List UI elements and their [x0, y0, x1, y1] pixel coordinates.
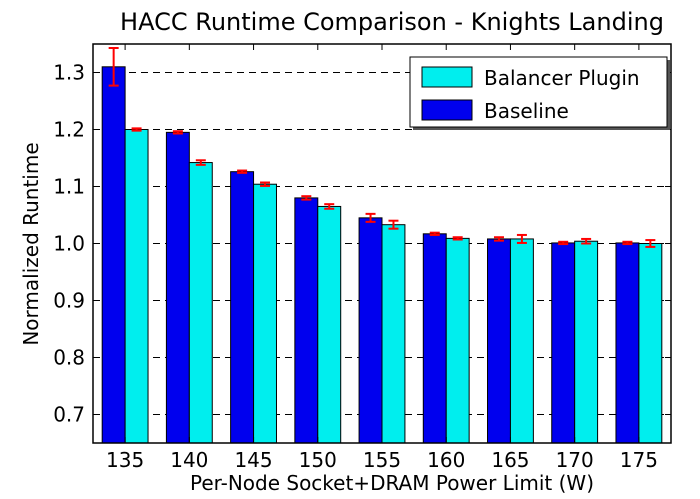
chart-title: HACC Runtime Comparison - Knights Landin… [120, 8, 664, 36]
axis-ticks: 0.7 0.8 0.9 1.0 1.1 1.2 1.3 135 140 145 150 155 160 1… [53, 44, 671, 472]
bar-balancer-plugin-155 [381, 224, 406, 444]
error-bar-baseline-150 [301, 195, 312, 201]
error-bar-baseline-170 [558, 240, 569, 246]
bar-balancer-plugin-170 [574, 240, 599, 444]
error-bar-balancer-plugin-160 [452, 236, 463, 241]
x-tick-label: 135 [106, 448, 144, 472]
legend-label-baseline: Baseline [484, 99, 569, 123]
bar-baseline-170 [551, 242, 576, 444]
error-bar-balancer-plugin-170 [581, 237, 592, 245]
x-tick-label: 150 [299, 448, 337, 472]
bars [101, 66, 663, 444]
y-tick-label: 0.9 [53, 289, 85, 313]
bar-balancer-plugin-150 [317, 205, 342, 444]
x-tick-label: 160 [427, 448, 465, 472]
x-tick-label: 175 [620, 448, 658, 472]
error-bar-balancer-plugin-150 [324, 203, 335, 210]
error-bar-baseline-145 [237, 169, 248, 174]
bar-baseline-145 [230, 171, 255, 444]
error-bar-baseline-175 [622, 240, 633, 246]
x-tick-label: 155 [363, 448, 401, 472]
bar-baseline-140 [165, 131, 190, 444]
bar-baseline-165 [487, 238, 511, 444]
y-axis-label: Normalized Runtime [19, 142, 43, 345]
y-tick-label: 1.0 [53, 232, 85, 256]
error-bar-baseline-140 [172, 130, 183, 135]
y-tick-label: 1.3 [53, 61, 85, 85]
bar-baseline-160 [422, 233, 447, 444]
x-tick-label: 165 [491, 448, 529, 472]
bar-baseline-135 [101, 66, 126, 444]
x-tick-label: 170 [556, 448, 594, 472]
error-bar-baseline-160 [429, 231, 440, 236]
legend-swatch-baseline [421, 99, 473, 121]
bar-balancer-plugin-160 [445, 237, 470, 444]
x-tick-label: 145 [234, 448, 272, 472]
bar-balancer-plugin-135 [124, 129, 149, 444]
bar-baseline-150 [294, 197, 319, 444]
bar-balancer-plugin-175 [638, 243, 663, 444]
x-axis-label: Per-Node Socket+DRAM Power Limit (W) [190, 471, 594, 495]
error-bar-balancer-plugin-165 [516, 233, 527, 244]
y-tick-label: 0.7 [53, 403, 85, 427]
bar-baseline-155 [358, 217, 383, 444]
error-bar-balancer-plugin-145 [260, 181, 271, 187]
bar-balancer-plugin-165 [509, 238, 534, 444]
legend-label-balancer-plugin: Balancer Plugin [484, 66, 640, 90]
bar-balancer-plugin-140 [188, 162, 213, 444]
error-bar-baseline-135 [108, 46, 119, 87]
error-bar-balancer-plugin-155 [388, 219, 399, 230]
y-tick-label: 0.8 [53, 346, 85, 370]
x-tick-label: 140 [170, 448, 208, 472]
error-bar-baseline-155 [365, 212, 376, 223]
y-tick-label: 1.2 [53, 118, 85, 142]
bar-baseline-175 [615, 242, 640, 444]
error-bar-balancer-plugin-135 [131, 127, 142, 132]
y-tick-label: 1.1 [53, 175, 85, 199]
error-bar-baseline-165 [493, 236, 504, 242]
error-bar-balancer-plugin-140 [195, 159, 206, 166]
legend-swatch-balancer-plugin [421, 66, 473, 88]
error-bar-balancer-plugin-175 [645, 239, 656, 248]
error-bars [108, 46, 656, 248]
legend: Balancer Plugin Baseline [409, 56, 670, 130]
bar-balancer-plugin-145 [253, 183, 277, 444]
